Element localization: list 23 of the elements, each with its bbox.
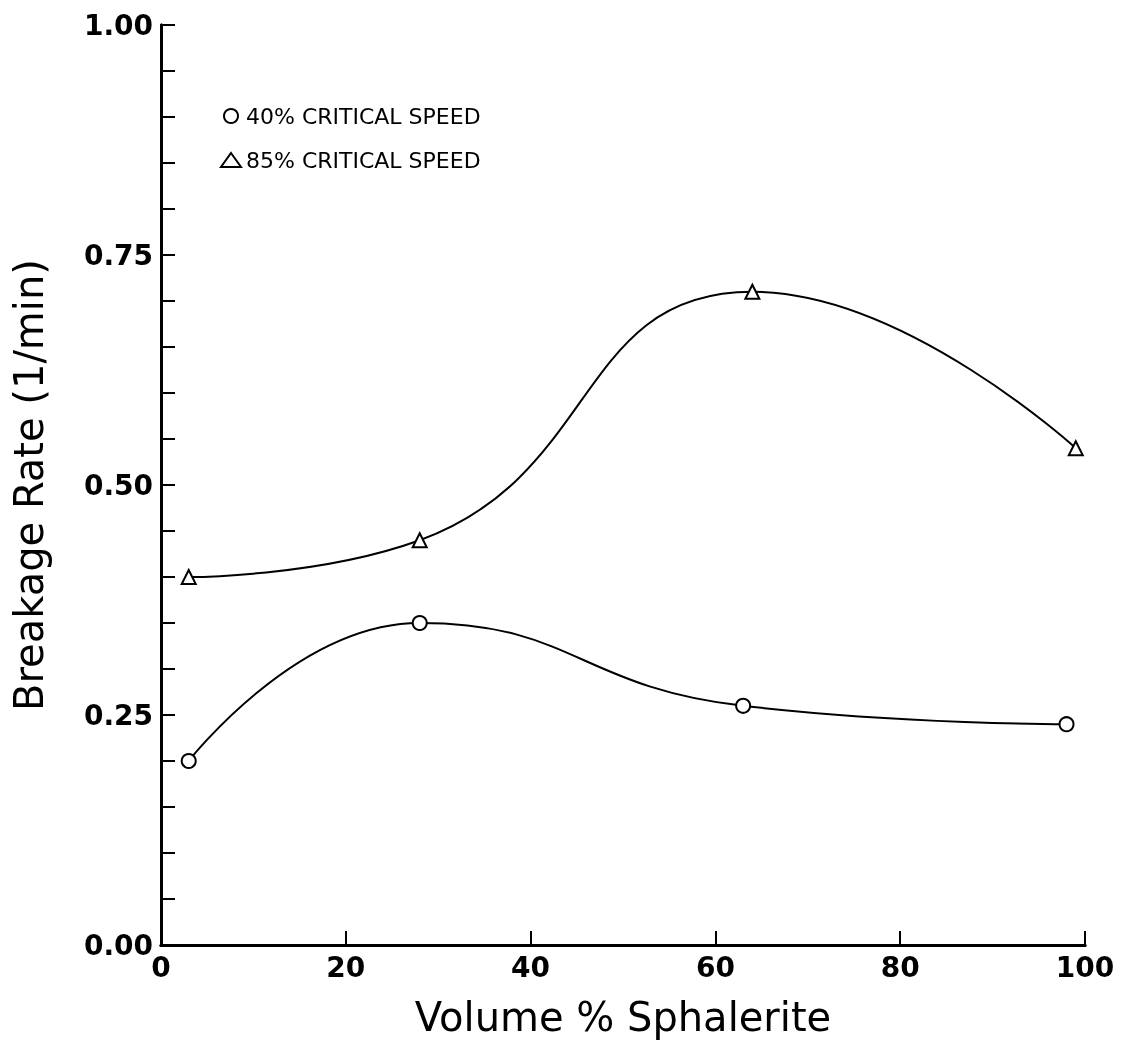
x-tick-label: 100 [1055,950,1115,984]
x-tick-label: 60 [695,950,735,984]
legend-label: 40% CRITICAL SPEED [246,103,481,129]
x-tick-label: 80 [880,950,920,984]
y-tick-label: 1.00 [83,8,153,42]
y-axis-title: Breakage Rate (1/min) [6,259,52,711]
y-tick-label: 0.25 [83,698,153,732]
legend-label: 85% CRITICAL SPEED [246,147,481,173]
y-tick-label: 0.50 [83,468,153,502]
x-tick-label: 0 [151,950,171,984]
point [180,753,197,769]
point [744,283,761,300]
x-tick-label: 20 [326,950,366,984]
point [735,697,752,714]
x-axis-title: Volume % Sphalerite [414,994,832,1040]
point [180,569,197,585]
point [1067,440,1084,457]
x-tick-label: 40 [511,950,551,984]
y-tick-label: 0.75 [83,238,153,272]
point [411,615,428,631]
y-tick-label: 0.00 [83,928,153,962]
point [411,532,428,549]
point [1058,716,1075,733]
